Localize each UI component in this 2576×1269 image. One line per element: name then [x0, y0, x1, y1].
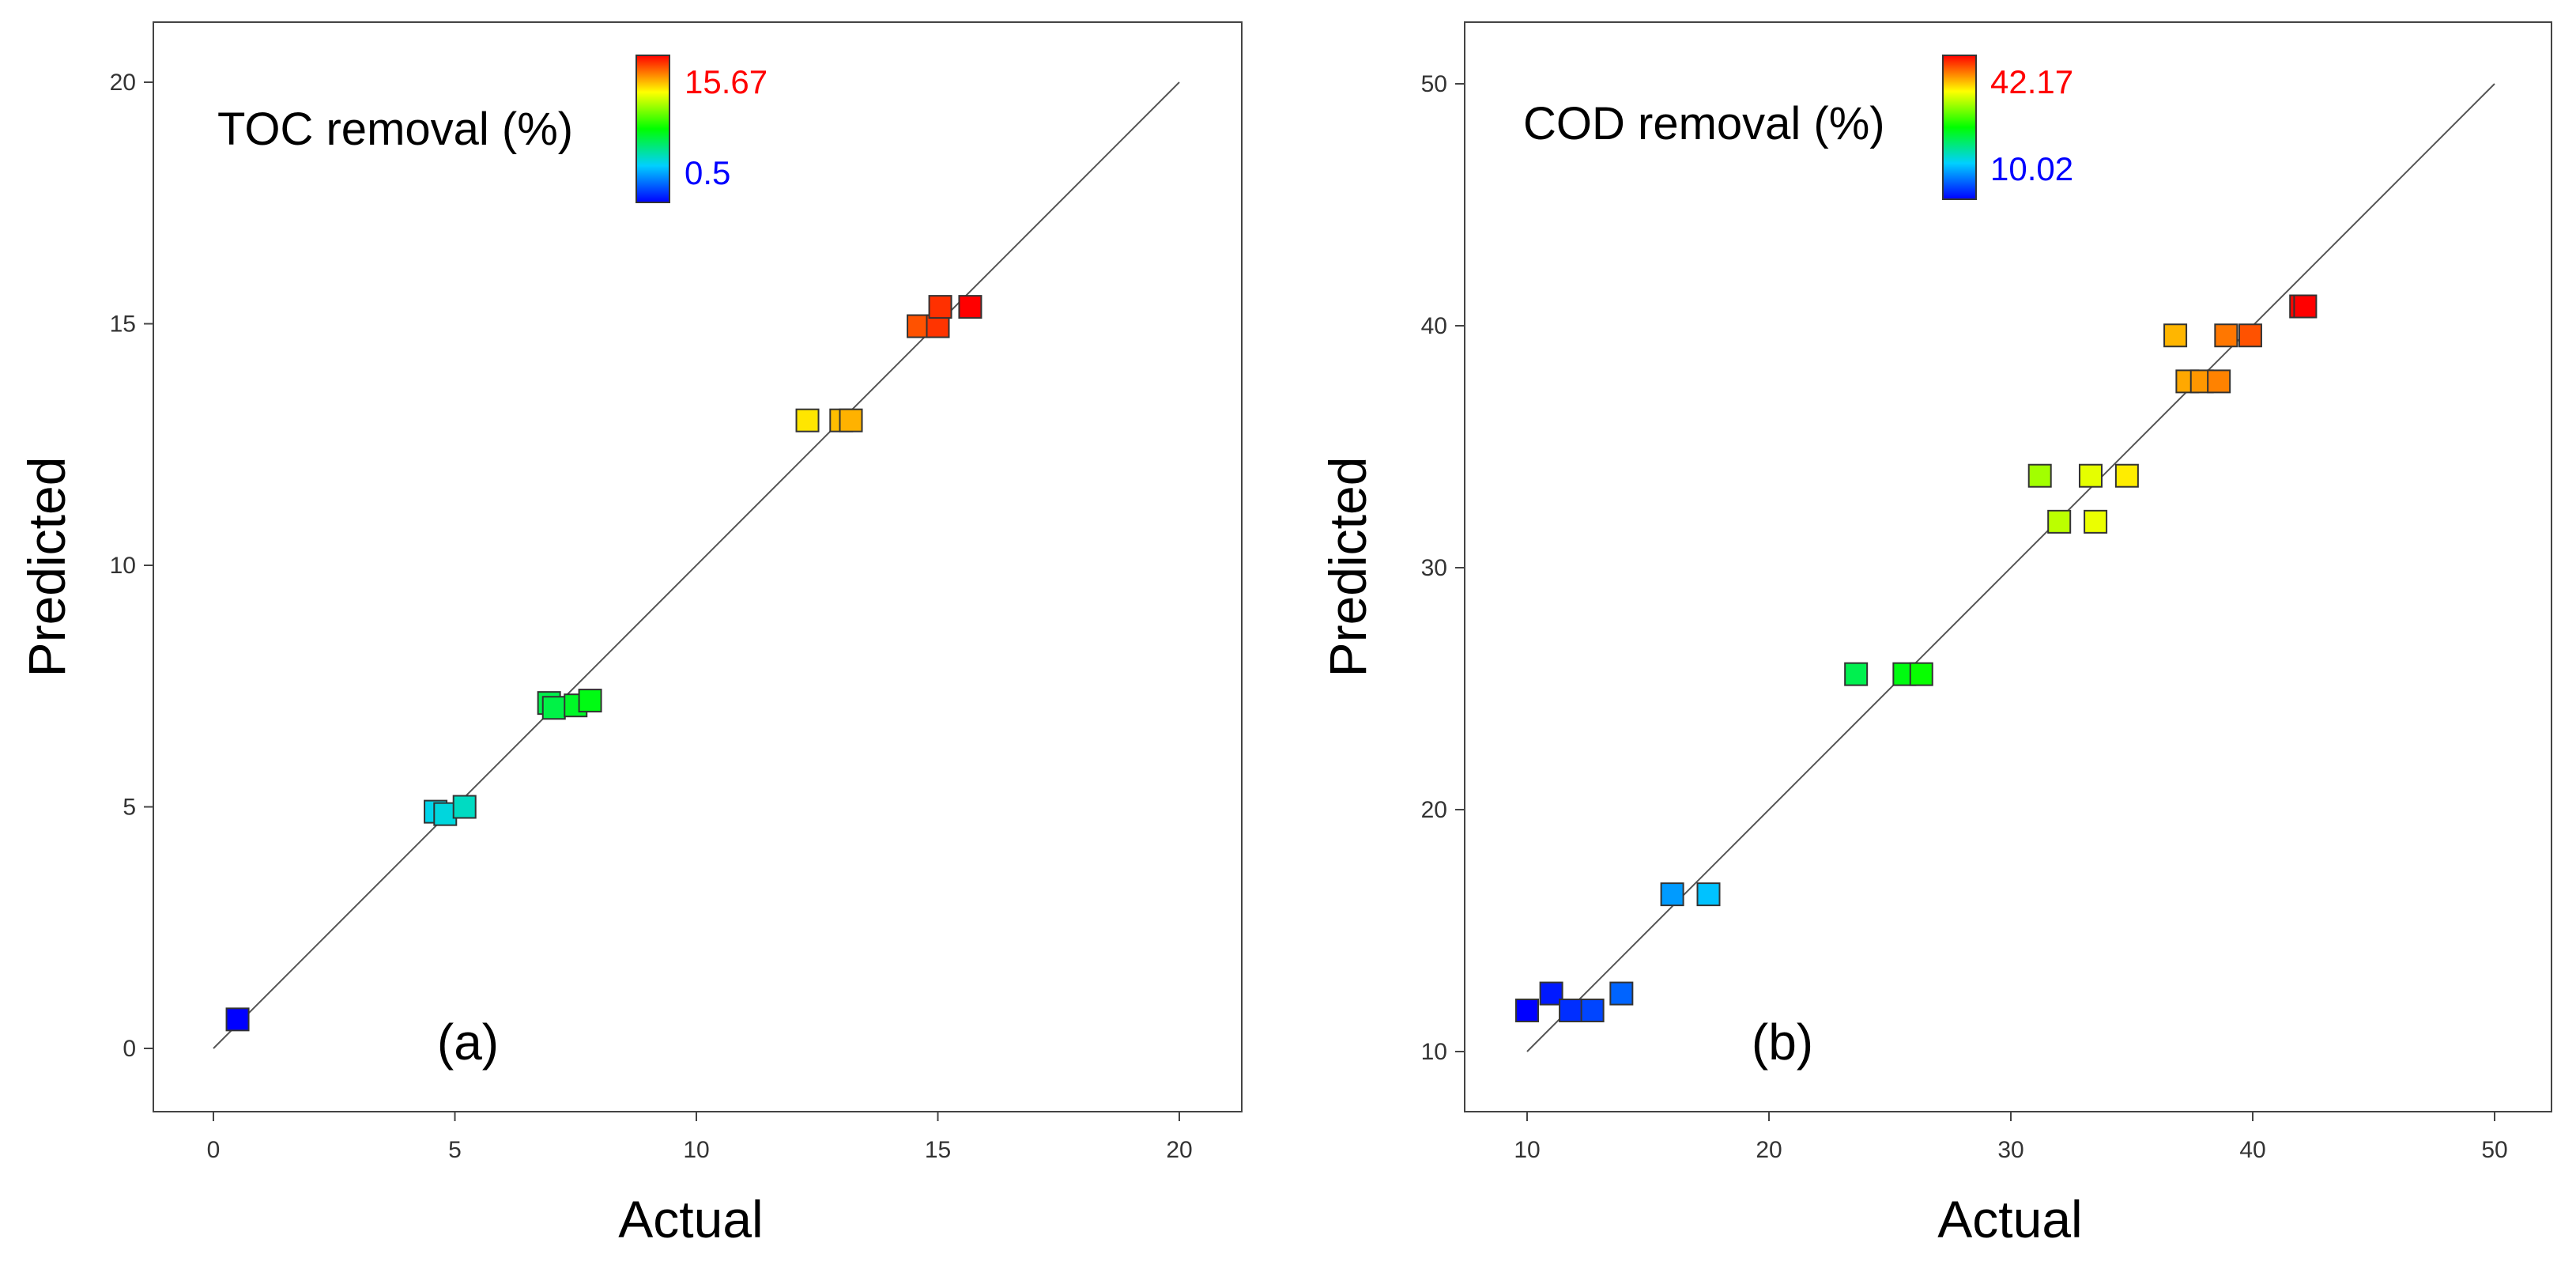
- colorbar-min-label: 0.5: [685, 154, 730, 191]
- data-point: [795, 408, 820, 432]
- data-point: [452, 795, 477, 819]
- data-point: [2293, 294, 2318, 319]
- data-point: [2027, 463, 2052, 488]
- data-point: [1515, 998, 1539, 1022]
- colorbar: [636, 55, 670, 203]
- tick-group: 0 5 10 15 20 0 5 10 15 20: [110, 70, 1193, 1163]
- reference-line: [213, 81, 1180, 1049]
- x-tick-label: 15: [925, 1137, 951, 1163]
- panel-label: (b): [1752, 1014, 1813, 1071]
- y-tick-label: 20: [110, 70, 136, 96]
- x-tick-label: 10: [683, 1137, 709, 1163]
- x-tick-label: 10: [1514, 1137, 1540, 1163]
- point-group: [225, 295, 983, 1032]
- y-axis-title: Predicted: [1318, 457, 1377, 678]
- x-tick-label: 50: [2481, 1137, 2507, 1163]
- colorbar: [1942, 55, 1977, 200]
- data-point: [2084, 509, 2108, 534]
- colorbar-max-label: 15.67: [685, 63, 768, 100]
- panel-b: 10 20 30 40 50 10 20 30 40 50 Actual Predicted CO…: [1318, 21, 2552, 1248]
- data-point: [1660, 882, 1684, 907]
- data-point: [958, 295, 983, 319]
- legend-title: TOC removal (%): [217, 104, 573, 155]
- data-point: [578, 689, 602, 713]
- data-point: [2078, 463, 2103, 488]
- data-point: [839, 408, 863, 432]
- y-tick-label: 5: [123, 795, 136, 821]
- data-point: [1909, 662, 1933, 686]
- data-point: [928, 295, 952, 319]
- data-point: [2163, 323, 2188, 348]
- y-axis-title: Predicted: [17, 457, 76, 678]
- y-tick-label: 50: [1421, 71, 1447, 97]
- reference-line: [1526, 83, 2495, 1052]
- x-tick-label: 0: [207, 1137, 221, 1163]
- point-group: [1515, 294, 2318, 1022]
- data-point: [2238, 323, 2262, 348]
- x-tick-label: 40: [2239, 1137, 2265, 1163]
- data-point: [433, 802, 458, 826]
- y-tick-label: 30: [1421, 555, 1447, 581]
- panel-label: (a): [437, 1014, 499, 1071]
- x-tick-label: 20: [1166, 1137, 1192, 1163]
- data-point: [2114, 463, 2139, 488]
- data-point: [1580, 998, 1605, 1022]
- data-point: [2047, 509, 2072, 534]
- data-point: [1844, 662, 1869, 686]
- data-point: [225, 1007, 250, 1032]
- data-point: [1559, 998, 1583, 1022]
- y-tick-label: 0: [123, 1036, 136, 1062]
- x-tick-label: 30: [1997, 1137, 2023, 1163]
- tick-group: 10 20 30 40 50 10 20 30 40 50: [1421, 71, 2508, 1163]
- y-tick-label: 15: [110, 312, 136, 338]
- x-axis-title: Actual: [1937, 1190, 2082, 1248]
- y-tick-label: 10: [1421, 1039, 1447, 1065]
- data-point: [1696, 882, 1721, 907]
- x-tick-label: 20: [1756, 1137, 1782, 1163]
- y-tick-label: 20: [1421, 797, 1447, 823]
- y-tick-label: 40: [1421, 313, 1447, 339]
- data-point: [2207, 369, 2231, 394]
- colorbar-max-label: 42.17: [1990, 63, 2073, 100]
- data-point: [2214, 323, 2238, 348]
- data-point: [1609, 981, 1634, 1006]
- x-axis-title: Actual: [618, 1190, 763, 1248]
- x-tick-label: 5: [448, 1137, 462, 1163]
- data-point: [541, 696, 566, 720]
- colorbar-min-label: 10.02: [1990, 150, 2073, 187]
- y-tick-label: 10: [110, 553, 136, 579]
- panel-a: 0 5 10 15 20 0 5 10 15 20 Actual Predicted TOC re…: [17, 21, 1243, 1248]
- legend-title: COD removal (%): [1523, 98, 1885, 149]
- data-point: [1539, 981, 1563, 1006]
- plot-frame: [153, 21, 1243, 1112]
